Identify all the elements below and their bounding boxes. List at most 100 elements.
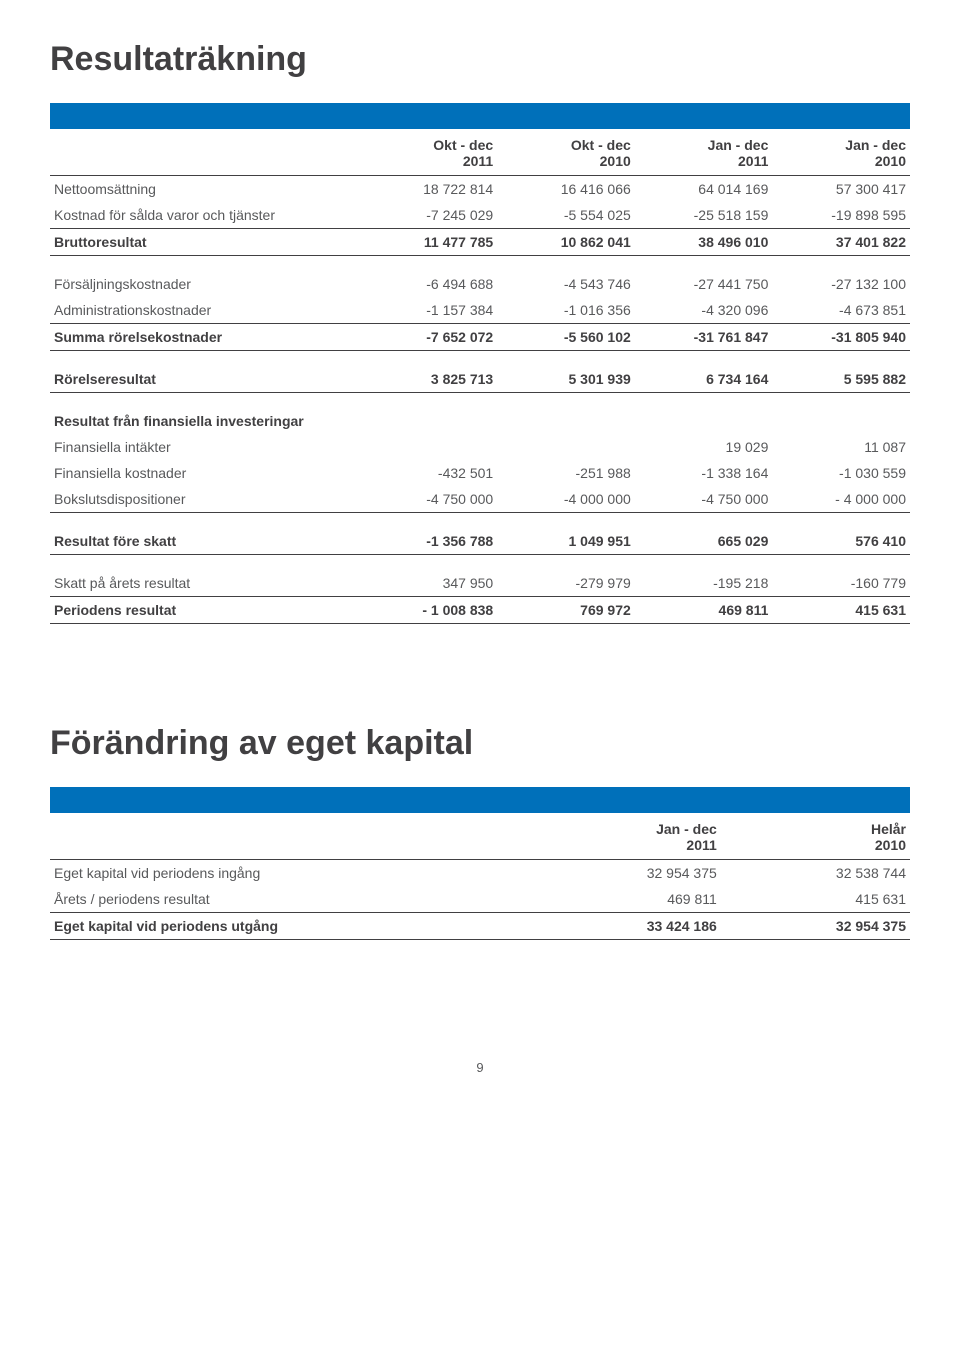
row-label: Finansiella intäkter — [50, 434, 360, 460]
cell: 33 424 186 — [532, 913, 721, 940]
col-header: Jan - dec — [635, 129, 773, 153]
row-label: Eget kapital vid periodens ingång — [50, 860, 532, 887]
row-label: Periodens resultat — [50, 597, 360, 624]
row-label: Administrationskostnader — [50, 297, 360, 324]
row-label: Eget kapital vid periodens utgång — [50, 913, 532, 940]
row-label: Finansiella kostnader — [50, 460, 360, 486]
col-subheader: 2011 — [635, 153, 773, 176]
cell: 6 734 164 — [635, 351, 773, 393]
cell: -4 320 096 — [635, 297, 773, 324]
cell: - 4 000 000 — [772, 486, 910, 513]
cell: -1 016 356 — [497, 297, 635, 324]
row-label: Resultat före skatt — [50, 513, 360, 555]
col-header: Jan - dec — [532, 813, 721, 837]
cell: 57 300 417 — [772, 176, 910, 203]
cell: 32 538 744 — [721, 860, 910, 887]
cell: -251 988 — [497, 460, 635, 486]
cell: -27 441 750 — [635, 256, 773, 298]
row-label: Försäljningskostnader — [50, 256, 360, 298]
cell: -7 245 029 — [360, 202, 498, 229]
col-header: Helår — [721, 813, 910, 837]
cell: 19 029 — [635, 434, 773, 460]
cell: -5 560 102 — [497, 324, 635, 351]
cell: 16 416 066 — [497, 176, 635, 203]
cell: 5 595 882 — [772, 351, 910, 393]
cell: -7 652 072 — [360, 324, 498, 351]
equity-title: Förändring av eget kapital — [50, 724, 910, 763]
row-label: Bruttoresultat — [50, 229, 360, 256]
cell: -1 157 384 — [360, 297, 498, 324]
cell: 347 950 — [360, 555, 498, 597]
col-subheader: 2011 — [360, 153, 498, 176]
cell: 18 722 814 — [360, 176, 498, 203]
cell: 5 301 939 — [497, 351, 635, 393]
page-number: 9 — [50, 1060, 910, 1075]
cell: 10 862 041 — [497, 229, 635, 256]
cell: -4 750 000 — [360, 486, 498, 513]
cell: 37 401 822 — [772, 229, 910, 256]
row-label: Rörelseresultat — [50, 351, 360, 393]
cell: 415 631 — [721, 886, 910, 913]
cell: -160 779 — [772, 555, 910, 597]
income-title: Resultaträkning — [50, 40, 910, 79]
cell: -4 543 746 — [497, 256, 635, 298]
row-label: Resultat från finansiella investeringar — [50, 393, 360, 435]
cell: -432 501 — [360, 460, 498, 486]
cell: -5 554 025 — [497, 202, 635, 229]
cell: -279 979 — [497, 555, 635, 597]
cell: -31 805 940 — [772, 324, 910, 351]
cell: 415 631 — [772, 597, 910, 624]
cell: -19 898 595 — [772, 202, 910, 229]
row-label: Kostnad för sålda varor och tjänster — [50, 202, 360, 229]
cell: -4 000 000 — [497, 486, 635, 513]
cell — [497, 393, 635, 435]
blank — [50, 813, 532, 837]
cell: 64 014 169 — [635, 176, 773, 203]
income-table: Okt - dec Okt - dec Jan - dec Jan - dec … — [50, 129, 910, 624]
cell: -31 761 847 — [635, 324, 773, 351]
cell: -25 518 159 — [635, 202, 773, 229]
cell: -195 218 — [635, 555, 773, 597]
cell — [635, 393, 773, 435]
cell: 665 029 — [635, 513, 773, 555]
cell: 576 410 — [772, 513, 910, 555]
cell — [360, 434, 498, 460]
cell: 38 496 010 — [635, 229, 773, 256]
cell: 11 087 — [772, 434, 910, 460]
cell — [360, 393, 498, 435]
blank — [50, 153, 360, 176]
row-label: Summa rörelsekostnader — [50, 324, 360, 351]
cell: 11 477 785 — [360, 229, 498, 256]
col-header: Jan - dec — [772, 129, 910, 153]
cell — [772, 393, 910, 435]
cell: -4 750 000 — [635, 486, 773, 513]
cell: 769 972 — [497, 597, 635, 624]
col-header: Okt - dec — [360, 129, 498, 153]
col-subheader: 2010 — [497, 153, 635, 176]
cell: -4 673 851 — [772, 297, 910, 324]
cell: -27 132 100 — [772, 256, 910, 298]
row-label: Skatt på årets resultat — [50, 555, 360, 597]
cell: - 1 008 838 — [360, 597, 498, 624]
cell: 1 049 951 — [497, 513, 635, 555]
blank — [50, 129, 360, 153]
cell: 469 811 — [532, 886, 721, 913]
row-label: Bokslutsdispositioner — [50, 486, 360, 513]
row-label: Nettoomsättning — [50, 176, 360, 203]
row-label: Årets / periodens resultat — [50, 886, 532, 913]
cell — [497, 434, 635, 460]
col-subheader: 2011 — [532, 837, 721, 860]
col-header: Okt - dec — [497, 129, 635, 153]
equity-table: Jan - dec Helår 2011 2010 Eget kapital v… — [50, 813, 910, 940]
cell: -1 338 164 — [635, 460, 773, 486]
cell: 32 954 375 — [532, 860, 721, 887]
cell: 3 825 713 — [360, 351, 498, 393]
blue-bar — [50, 787, 910, 813]
cell: -6 494 688 — [360, 256, 498, 298]
blue-bar — [50, 103, 910, 129]
cell: 32 954 375 — [721, 913, 910, 940]
cell: -1 030 559 — [772, 460, 910, 486]
cell: -1 356 788 — [360, 513, 498, 555]
col-subheader: 2010 — [721, 837, 910, 860]
cell: 469 811 — [635, 597, 773, 624]
